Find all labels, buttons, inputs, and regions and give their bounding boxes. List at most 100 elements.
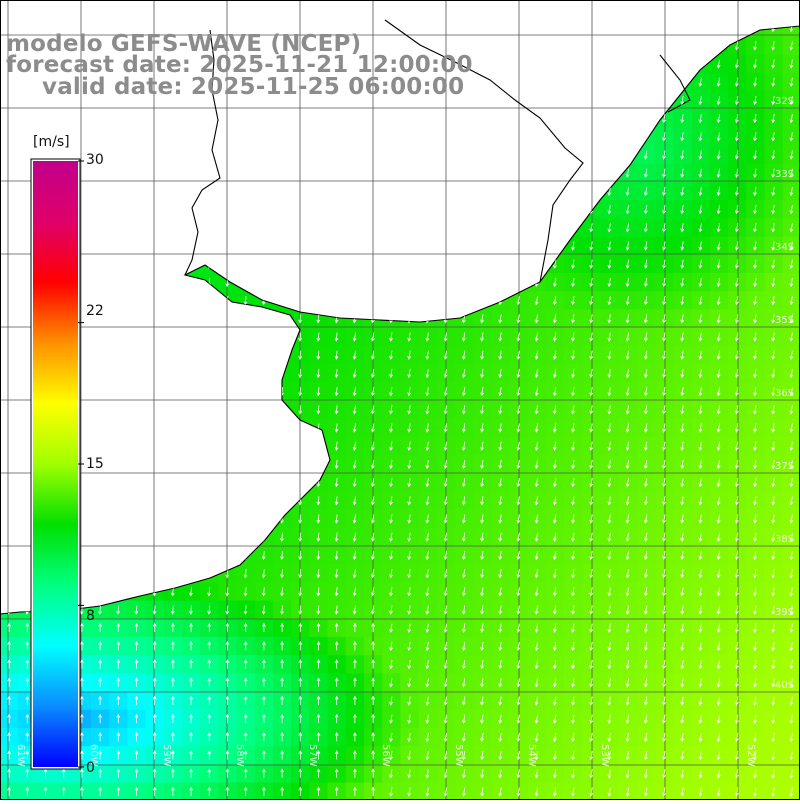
wind-arrow (789, 587, 794, 597)
wind-arrow (334, 659, 339, 669)
wind-arrow (789, 114, 794, 124)
wind-arrow (607, 514, 612, 524)
wind-arrow (716, 696, 721, 706)
wind-arrow (425, 587, 430, 597)
wind-arrow (662, 296, 666, 306)
wind-arrow (716, 623, 721, 633)
wind-arrow (443, 696, 448, 706)
wind-arrow (625, 332, 630, 342)
wind-arrow (734, 441, 739, 451)
wind-arrow (298, 550, 303, 561)
wind-arrow (389, 332, 393, 342)
wind-arrow (516, 714, 521, 724)
wind-arrow (734, 641, 739, 652)
wind-arrow (753, 186, 757, 197)
wind-arrow (734, 150, 739, 160)
colorbar-tick-label: 30 (86, 152, 104, 168)
latitude-label: 33S (775, 169, 794, 180)
wind-arrow (389, 696, 393, 706)
wind-arrow (516, 641, 521, 652)
wind-arrow (753, 623, 757, 633)
wind-arrow (407, 332, 412, 342)
wind-arrow (334, 550, 339, 561)
wind-arrow (771, 205, 776, 215)
wind-arrow (552, 332, 557, 342)
wind-arrow (625, 186, 630, 197)
wind-arrow (262, 695, 266, 705)
wind-arrow (716, 95, 721, 106)
wind-arrow (734, 459, 739, 470)
colorbar-ticks (78, 160, 84, 768)
wind-arrow (498, 514, 503, 524)
wind-arrow (516, 532, 521, 542)
wind-arrow (789, 132, 794, 142)
wind-arrow (207, 587, 212, 597)
wind-arrow (771, 696, 776, 706)
wind-arrow (152, 768, 157, 778)
wind-arrow (316, 569, 321, 579)
wind-arrow (334, 459, 339, 470)
wind-arrow (643, 405, 648, 415)
wind-arrow (643, 478, 648, 488)
wind-arrow (680, 696, 685, 706)
wind-arrow (771, 623, 776, 633)
wind-arrow (643, 168, 648, 178)
wind-arrow (662, 168, 666, 178)
wind-arrow (407, 696, 412, 706)
wind-arrow (461, 532, 466, 542)
wind-arrow (552, 387, 557, 397)
wind-arrow (698, 405, 703, 415)
wind-arrow (662, 478, 666, 488)
wind-arrow (662, 459, 666, 470)
wind-arrow (789, 550, 794, 561)
wind-arrow (134, 768, 139, 778)
wind-arrow (643, 660, 648, 670)
wind-arrow (625, 623, 630, 633)
wind-arrow (607, 732, 612, 743)
wind-arrow (371, 750, 375, 760)
wind-arrow (771, 314, 776, 324)
wind-arrow (480, 532, 484, 542)
wind-arrow (480, 587, 484, 597)
wind-arrow (334, 677, 339, 687)
wind-arrow (589, 332, 594, 342)
wind-arrow (589, 660, 594, 670)
wind-arrow (771, 332, 776, 342)
wind-arrow (643, 787, 648, 797)
wind-arrow (643, 423, 648, 433)
wind-arrow (534, 350, 539, 360)
wind-arrow (662, 368, 666, 379)
wind-arrow (771, 95, 776, 106)
wind-arrow (607, 350, 612, 360)
wind-arrow (680, 478, 685, 488)
wind-arrow (316, 622, 321, 633)
wind-arrow (734, 168, 739, 178)
wind-arrow (262, 622, 266, 633)
wind-arrow (734, 296, 739, 306)
wind-arrow (407, 641, 412, 652)
wind-arrow (680, 150, 685, 160)
wind-arrow (534, 660, 539, 670)
wind-arrow (498, 732, 503, 743)
wind-arrow (716, 296, 721, 306)
wind-arrow (134, 786, 139, 796)
wind-arrow (498, 678, 503, 688)
wind-arrow (662, 732, 666, 743)
wind-arrow (371, 622, 375, 633)
wind-arrow (607, 223, 612, 233)
wind-arrow (552, 696, 557, 706)
wind-arrow (353, 659, 357, 669)
wind-arrow (753, 478, 757, 488)
wind-arrow (407, 769, 412, 779)
wind-arrow (316, 641, 321, 651)
wind-arrow (625, 350, 630, 360)
wind-arrow (753, 41, 757, 51)
wind-arrow (425, 787, 430, 797)
wind-arrow (389, 423, 393, 433)
valid-date: valid date: 2025-11-25 06:00:00 (42, 74, 465, 100)
wind-arrow (334, 478, 339, 488)
wind-arrow (425, 441, 430, 451)
wind-arrow (571, 696, 575, 706)
wind-arrow (698, 714, 703, 724)
wind-arrow (643, 587, 648, 597)
